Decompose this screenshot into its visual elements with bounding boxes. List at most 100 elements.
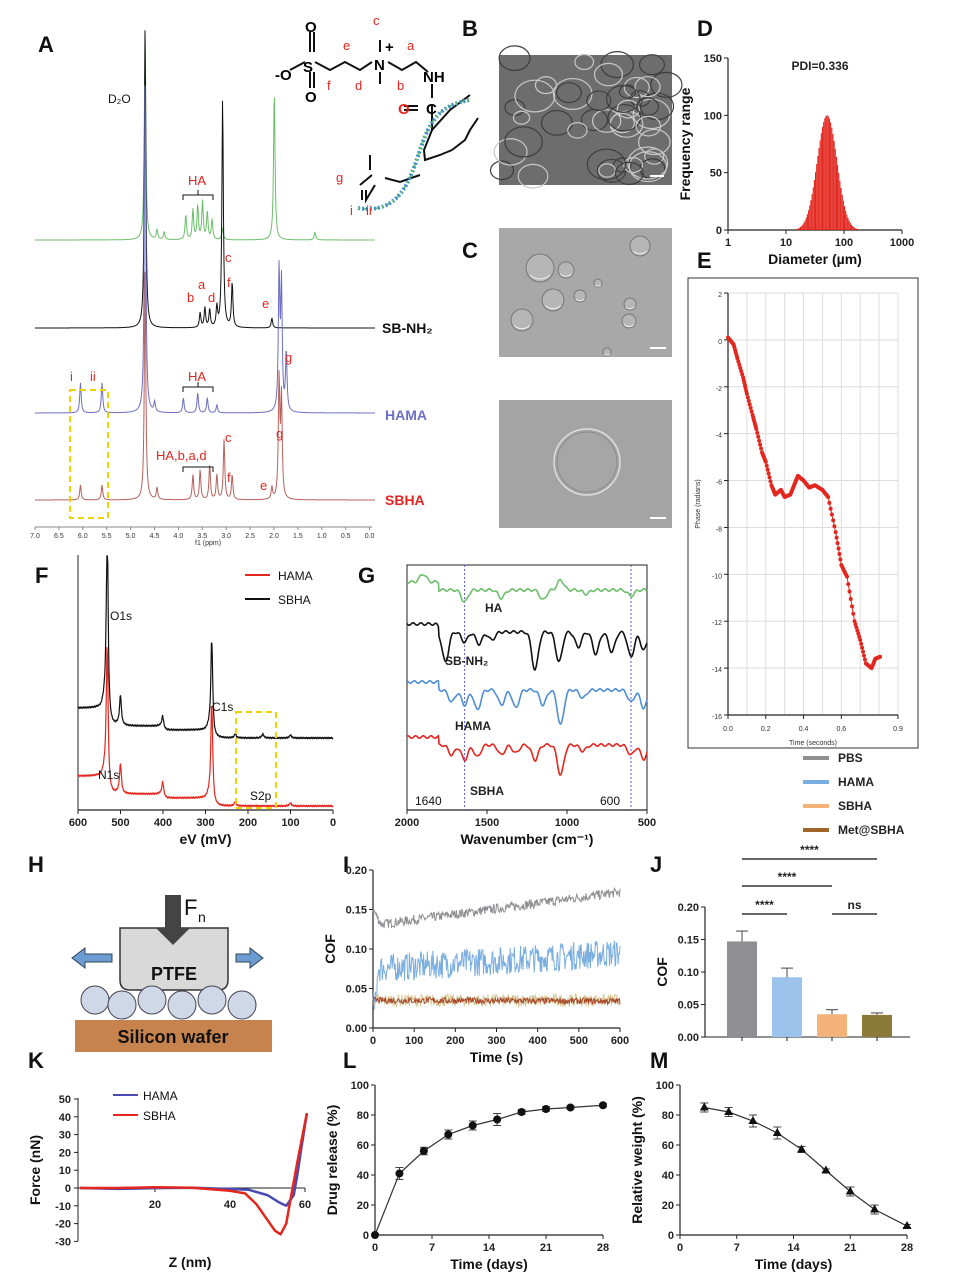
annotation-600: 600 [600, 794, 620, 808]
x-tick-label: 0.0 [723, 726, 733, 733]
a-x-tick-label: 4.0 [174, 533, 184, 540]
y-tick-label: 0 [716, 225, 722, 237]
struct-label-f: f [327, 78, 331, 93]
sem-grain [514, 79, 556, 113]
x-axis-label: Diameter (µm) [768, 251, 862, 267]
microsphere-highlight [575, 298, 585, 302]
microsphere-particle [227, 990, 257, 1020]
x-tick-label: 100 [405, 1035, 423, 1047]
phase-point [860, 645, 865, 650]
phase-point [764, 463, 769, 468]
polymer-backbone [357, 98, 471, 211]
microsphere-highlight [560, 273, 572, 277]
y-tick-label: 0 [65, 1183, 71, 1195]
y-tick-label: -12 [712, 620, 722, 627]
phase-point [826, 494, 831, 499]
histogram-bar [825, 116, 827, 230]
x-tick-label: 400 [154, 817, 172, 829]
phase-point [878, 654, 883, 659]
struct-s: S [303, 59, 313, 76]
chemical-structure [289, 32, 479, 204]
histogram-bar [850, 224, 853, 230]
chart-d: 1 10 100 1000 0 50 100 150 Diameter (µm) Frequenc… [677, 53, 914, 267]
phase-point [837, 552, 842, 557]
significance-label: **** [800, 843, 819, 857]
significance-label: **** [755, 898, 774, 912]
series-label-sbha: SBHA [385, 492, 425, 508]
histogram-bar [796, 228, 798, 230]
x-tick-label: 0.6 [836, 726, 846, 733]
histogram-bar [849, 222, 851, 230]
phase-point [847, 589, 852, 594]
x-tick-label: 0.9 [893, 726, 903, 733]
x-tick-label: 0 [372, 1242, 378, 1254]
microsphere [541, 288, 565, 312]
force-subscript: n [198, 909, 206, 925]
histogram-bar [799, 227, 802, 230]
sem-grain [586, 90, 612, 111]
legend-swatch [803, 828, 829, 832]
phase-point [857, 634, 862, 639]
phase-point [759, 446, 764, 451]
histogram-bar [798, 227, 800, 230]
legend-swatch [803, 804, 829, 808]
data-point [468, 1121, 477, 1130]
histogram-bar [839, 180, 841, 230]
panel-label-b: B [462, 16, 478, 41]
series-label: HAMA [455, 719, 491, 733]
x-tick-label: 2000 [395, 817, 419, 829]
data-point [395, 1169, 404, 1178]
histogram-bar [830, 122, 832, 230]
bracket-ha-1 [182, 190, 214, 200]
x-tick-label: 600 [69, 817, 87, 829]
a-x-tick-label: 0.0 [365, 533, 375, 540]
label-ha-2: HA [188, 369, 206, 384]
histogram-bar [848, 220, 850, 230]
chart-k: 50 40 30 20 10 0 -10 -20 -30 20 40 60 Z (nm) Force (n… [27, 1089, 311, 1270]
struct-label-a: a [407, 38, 415, 53]
chart-e: 0.0 0.2 0.4 0.6 0.9 2 0 -2 -4 -6 -8 -10 -12 -14 -16 Tim… [695, 292, 903, 747]
series-label-hama: HAMA [385, 407, 427, 423]
sem-grain [644, 148, 665, 165]
ptfe-label: PTFE [151, 964, 197, 984]
y-tick-label: -16 [712, 714, 722, 721]
y-tick-label: 20 [662, 1200, 674, 1212]
peak-annotation: C1s [212, 700, 233, 714]
panel-label-j: J [650, 852, 662, 877]
label-e-2: e [260, 478, 267, 493]
data-point [517, 1108, 526, 1116]
sem-grain [493, 138, 528, 166]
data-point [821, 1165, 831, 1174]
microsphere-highlight [529, 274, 551, 280]
histogram-bar [834, 148, 836, 230]
histogram-bar [840, 188, 842, 230]
phase-point [757, 438, 762, 443]
data-point [902, 1221, 912, 1229]
phase-point [854, 625, 859, 630]
microsphere-highlight [625, 306, 635, 310]
ftir-series-4 [406, 734, 648, 776]
histogram-bar [826, 115, 828, 230]
microsphere-particle [197, 985, 227, 1015]
nmr-series-3 [35, 85, 375, 414]
x-tick-label: 0 [370, 1035, 376, 1047]
sem-grain [574, 53, 595, 71]
x-axis-label: Time (days) [450, 1256, 528, 1272]
chart-m: 0 7 14 21 28 0 20 40 60 80 100 Time (days) Relative … [629, 1080, 913, 1272]
y-tick-label: -2 [716, 386, 722, 393]
label-ha-bad: HA,b,a,d [156, 448, 207, 463]
panel-label-c: C [462, 238, 478, 263]
x-tick-label: 600 [611, 1035, 629, 1047]
phase-point [758, 442, 763, 447]
y-tick-label: 0.10 [678, 967, 699, 979]
a-x-tick-label: 3.5 [197, 533, 207, 540]
single-microsphere-image [499, 400, 672, 528]
microsphere-particle [80, 985, 110, 1015]
y-tick-label: 40 [59, 1112, 71, 1124]
x-axis-label: Z (nm) [169, 1254, 212, 1270]
x-tick-label: 21 [540, 1242, 552, 1254]
structure-atoms: -O S O O N + NH C O [275, 19, 445, 118]
highlight-box-s2p [235, 711, 277, 809]
y-axis-label: COF [654, 957, 670, 987]
